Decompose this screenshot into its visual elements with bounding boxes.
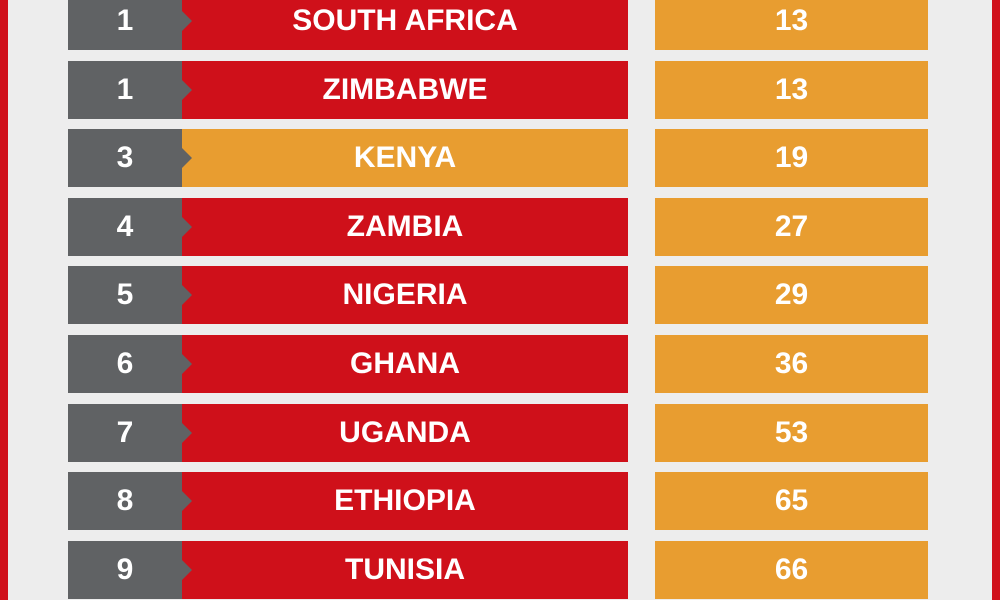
table-row: 8 ETHIOPIA 65 <box>68 472 928 531</box>
country-cell: NIGERIA <box>182 266 628 325</box>
arrow-notch <box>182 79 192 100</box>
rank-cell: 7 <box>68 403 182 462</box>
table-row: 7 UGANDA 53 <box>68 403 928 462</box>
rank-cell: 8 <box>68 472 182 531</box>
rank-cell: 3 <box>68 129 182 188</box>
arrow-notch <box>182 285 192 306</box>
value-cell: 66 <box>655 540 928 599</box>
country-cell: UGANDA <box>182 403 628 462</box>
right-border <box>992 0 1000 600</box>
table-row: 4 ZAMBIA 27 <box>68 197 928 256</box>
value-cell: 13 <box>655 60 928 119</box>
table-row: 1 ZIMBABWE 13 <box>68 60 928 119</box>
table-row: 1 SOUTH AFRICA 13 <box>68 0 928 50</box>
value-cell: 27 <box>655 197 928 256</box>
arrow-notch <box>182 354 192 374</box>
country-cell: ZAMBIA <box>182 197 628 256</box>
country-cell: KENYA <box>182 129 628 188</box>
value-cell: 65 <box>655 472 928 531</box>
rank-cell: 9 <box>68 540 182 599</box>
rank-cell: 4 <box>68 197 182 256</box>
table-row: 5 NIGERIA 29 <box>68 266 928 325</box>
arrow-notch <box>182 559 192 580</box>
value-cell: 36 <box>655 335 928 393</box>
arrow-notch <box>182 491 192 512</box>
rank-cell: 1 <box>68 0 182 50</box>
arrow-notch <box>182 216 192 237</box>
rank-cell: 1 <box>68 60 182 119</box>
value-cell: 29 <box>655 266 928 325</box>
table-row: 6 GHANA 36 <box>68 335 928 393</box>
arrow-notch <box>182 422 192 443</box>
value-cell: 19 <box>655 129 928 188</box>
country-cell: GHANA <box>182 335 628 393</box>
country-cell: TUNISIA <box>182 540 628 599</box>
table-row: 3 KENYA 19 <box>68 129 928 188</box>
value-cell: 13 <box>655 0 928 50</box>
rank-cell: 6 <box>68 335 182 393</box>
left-border <box>0 0 8 600</box>
country-cell: SOUTH AFRICA <box>182 0 628 50</box>
country-cell: ETHIOPIA <box>182 472 628 531</box>
arrow-notch <box>182 148 192 169</box>
arrow-notch <box>182 11 192 31</box>
rank-cell: 5 <box>68 266 182 325</box>
country-cell: ZIMBABWE <box>182 60 628 119</box>
value-cell: 53 <box>655 403 928 462</box>
table-row: 9 TUNISIA 66 <box>68 540 928 599</box>
